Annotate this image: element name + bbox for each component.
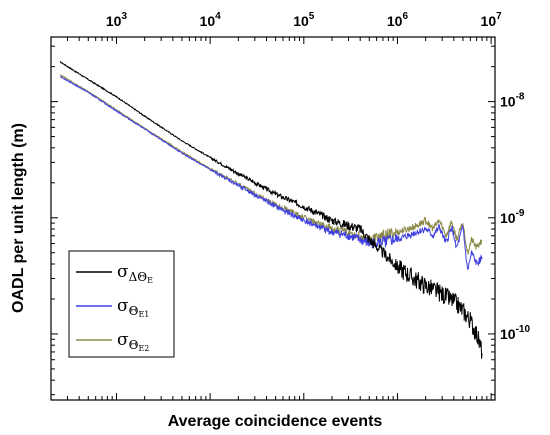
x-tick-label: 104 xyxy=(200,11,222,29)
x-axis: 103 104 105 106 107 xyxy=(50,11,503,400)
series-line-1 xyxy=(59,61,483,359)
plot-frame xyxy=(50,36,496,401)
x-tick-label: 106 xyxy=(387,11,409,29)
legend-label-1: σΔΘE xyxy=(117,262,153,285)
y-axis: 10-8 10-9 10-10 xyxy=(51,45,530,396)
x-tick-label: 107 xyxy=(481,11,503,29)
series-layer xyxy=(59,61,483,359)
y-tick-label: 10-8 xyxy=(500,92,525,110)
x-tick-label: 103 xyxy=(106,11,128,29)
y-tick-label: 10-10 xyxy=(500,324,530,342)
series-line-2 xyxy=(60,76,483,271)
x-axis-title: Average coincidence events xyxy=(168,413,383,430)
x-tick-label: 105 xyxy=(293,11,315,29)
y-tick-label: 10-9 xyxy=(500,208,525,226)
legend: σΔΘE σΘE1 σΘE2 xyxy=(68,250,175,358)
legend-label-3: σΘE2 xyxy=(117,330,149,353)
legend-label-2: σΘE1 xyxy=(117,296,149,319)
y-axis-title: OADL per unit length (m) xyxy=(10,123,27,313)
